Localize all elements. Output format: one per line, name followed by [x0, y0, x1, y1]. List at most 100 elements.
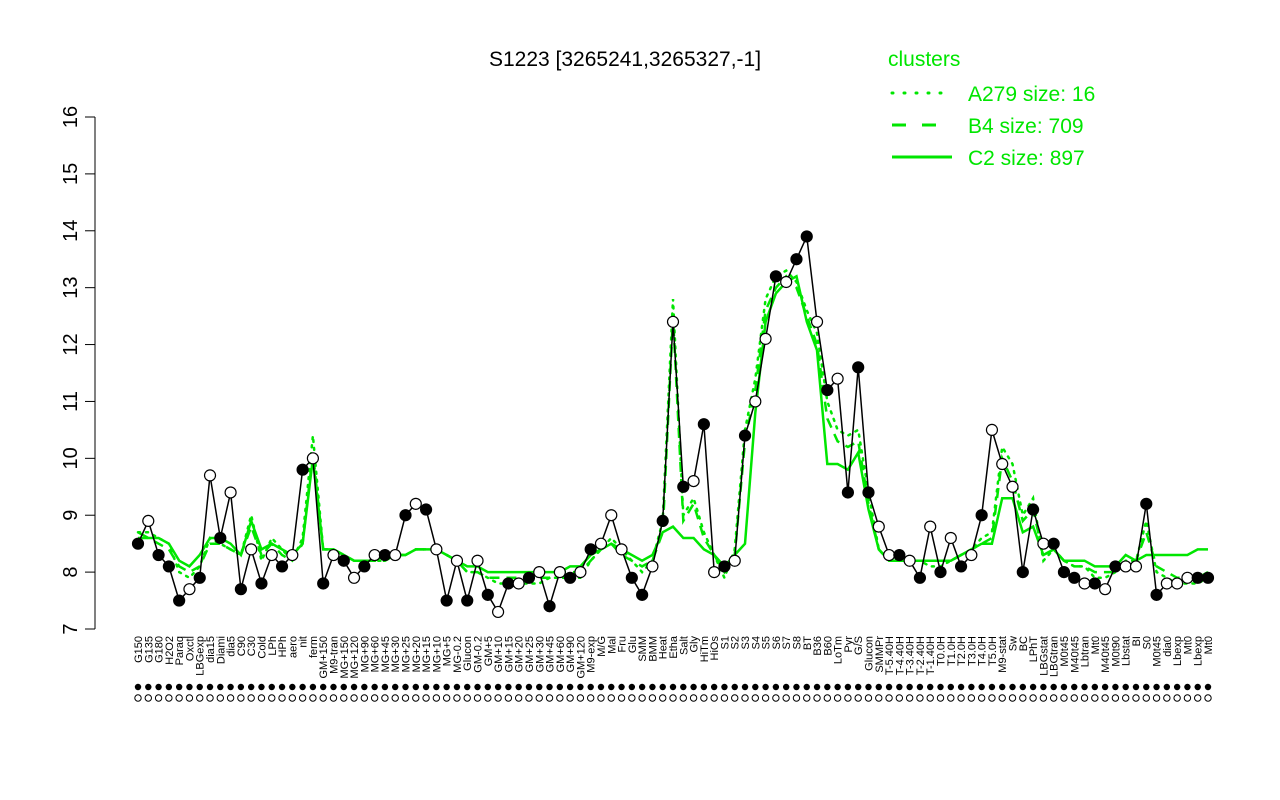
x-tick-label: M9-exp	[586, 636, 598, 673]
data-point	[636, 588, 649, 601]
data-point	[214, 531, 227, 545]
rug-marker-filled	[710, 683, 718, 691]
data-point	[605, 509, 618, 522]
x-tick-label: LBGstat	[1038, 636, 1050, 676]
rug-marker-open	[206, 694, 214, 702]
rug-marker-open	[741, 694, 749, 702]
rug-marker-filled	[1112, 683, 1119, 691]
rug-marker-open	[813, 694, 821, 702]
data-point	[1088, 577, 1101, 590]
x-tick-label: S4	[750, 636, 762, 649]
rug-marker-filled	[762, 683, 769, 691]
data-point	[862, 486, 875, 499]
data-point	[687, 474, 700, 488]
x-tick-label: B60	[822, 636, 834, 656]
rug-marker-filled	[546, 683, 553, 691]
rug-marker-open	[617, 694, 626, 702]
rug-marker-open	[1111, 694, 1120, 702]
rug-marker-open	[165, 694, 173, 702]
y-tick-label: 16	[60, 106, 82, 128]
rug-marker-filled	[782, 683, 790, 691]
rug-marker-filled	[896, 683, 903, 691]
x-tick-label: BC	[1018, 636, 1030, 651]
rug-marker-open	[803, 694, 811, 702]
x-tick-label: Cold	[257, 636, 269, 659]
x-tick-label: T-4.40H	[894, 636, 906, 675]
rug-marker-filled	[834, 683, 841, 691]
x-tick-label: M40t45	[1100, 636, 1112, 673]
rug-marker-filled	[1040, 683, 1047, 691]
x-tick-label: MG+90	[359, 636, 371, 672]
rug-marker-filled	[1029, 683, 1037, 691]
data-point	[337, 554, 350, 567]
x-tick-label: Pyr	[843, 636, 855, 653]
rug-marker-filled	[1101, 683, 1109, 691]
x-tick-label: BI	[1131, 636, 1143, 646]
data-point	[327, 548, 340, 562]
rug-marker-filled	[371, 683, 378, 691]
data-point	[296, 463, 309, 476]
rug-marker-open	[154, 694, 163, 702]
data-point	[975, 509, 988, 522]
data-point	[677, 480, 690, 493]
x-tick-label: H2O2	[164, 636, 176, 665]
x-tick-label: Glucon	[864, 636, 876, 671]
x-tick-label: M0t45	[1059, 636, 1071, 667]
data-point	[378, 548, 392, 562]
rug-marker-filled	[669, 683, 677, 691]
rug-marker-filled	[443, 683, 450, 691]
rug-marker-open	[936, 694, 945, 702]
rug-marker-open	[216, 694, 225, 702]
x-tick-label: GM+25	[524, 636, 536, 672]
x-tick-label: T4.0H	[977, 636, 989, 666]
rug-marker-filled	[700, 683, 708, 691]
data-point	[564, 571, 577, 584]
data-point	[1016, 566, 1029, 579]
x-tick-label: Etha	[668, 635, 680, 659]
rug-marker-filled	[854, 683, 862, 691]
x-tick-label: GM+15	[503, 636, 515, 672]
x-tick-label: T3.0H	[966, 636, 978, 666]
x-tick-label: LoTm	[833, 636, 845, 664]
x-tick-label: M9-stat	[997, 636, 1009, 673]
rug-marker-filled	[597, 683, 605, 691]
rug-marker-open	[484, 694, 492, 702]
rug-marker-open	[597, 694, 605, 702]
rug-marker-filled	[999, 683, 1006, 691]
x-tick-label: C90	[236, 636, 248, 656]
rug-marker-open	[566, 694, 574, 702]
rug-marker-open	[422, 694, 430, 702]
data-point	[224, 486, 237, 499]
rug-marker-open	[329, 694, 338, 702]
data-point	[985, 423, 999, 436]
rug-marker-filled	[237, 683, 245, 691]
rug-marker-open	[1070, 694, 1078, 702]
rug-marker-open	[998, 694, 1006, 702]
rug-marker-open	[700, 694, 708, 702]
rug-marker-open	[134, 694, 142, 702]
x-tick-label: MG+120	[349, 636, 361, 679]
rug-marker-filled	[1122, 683, 1129, 691]
data-point	[502, 577, 515, 590]
rug-marker-open	[360, 694, 369, 702]
data-point	[471, 554, 484, 567]
rug-marker-open	[607, 694, 615, 702]
x-tick-label: dia15	[205, 636, 217, 663]
data-point	[646, 560, 659, 573]
data-point	[1047, 537, 1060, 550]
rug-marker-filled	[309, 683, 317, 691]
data-point	[193, 571, 206, 584]
data-point	[882, 548, 896, 562]
rug-marker-open	[494, 694, 502, 702]
data-point	[584, 543, 597, 556]
x-tick-label: G135	[143, 636, 155, 663]
data-point	[749, 395, 762, 408]
rug-marker-filled	[145, 683, 152, 691]
data-point	[399, 509, 412, 522]
rug-marker-filled	[186, 683, 193, 691]
data-point	[419, 503, 433, 516]
x-tick-label: aero	[287, 636, 299, 658]
rug-marker-filled	[1153, 683, 1160, 691]
rug-marker-open	[720, 694, 729, 702]
